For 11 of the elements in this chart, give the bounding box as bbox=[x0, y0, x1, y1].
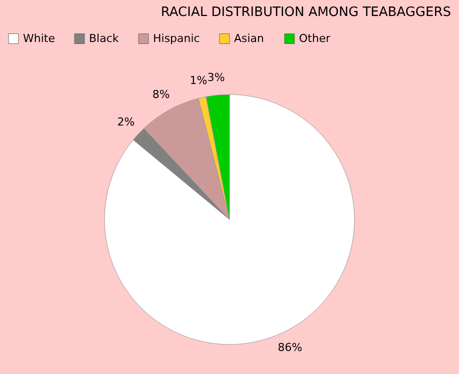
data-label: 86% bbox=[278, 340, 302, 354]
legend-label: Black bbox=[89, 32, 120, 45]
legend-label: Hispanic bbox=[153, 32, 200, 45]
data-label: 8% bbox=[152, 88, 170, 102]
legend-label: Asian bbox=[234, 32, 264, 45]
data-label: 3% bbox=[207, 71, 225, 84]
legend-label: White bbox=[23, 32, 56, 45]
data-label: 2% bbox=[117, 115, 135, 128]
chart-title: RACIAL DISTRIBUTION AMONG TEABAGGERS bbox=[160, 5, 451, 20]
legend-label: Other bbox=[299, 32, 331, 45]
data-label: 1% bbox=[190, 74, 208, 87]
